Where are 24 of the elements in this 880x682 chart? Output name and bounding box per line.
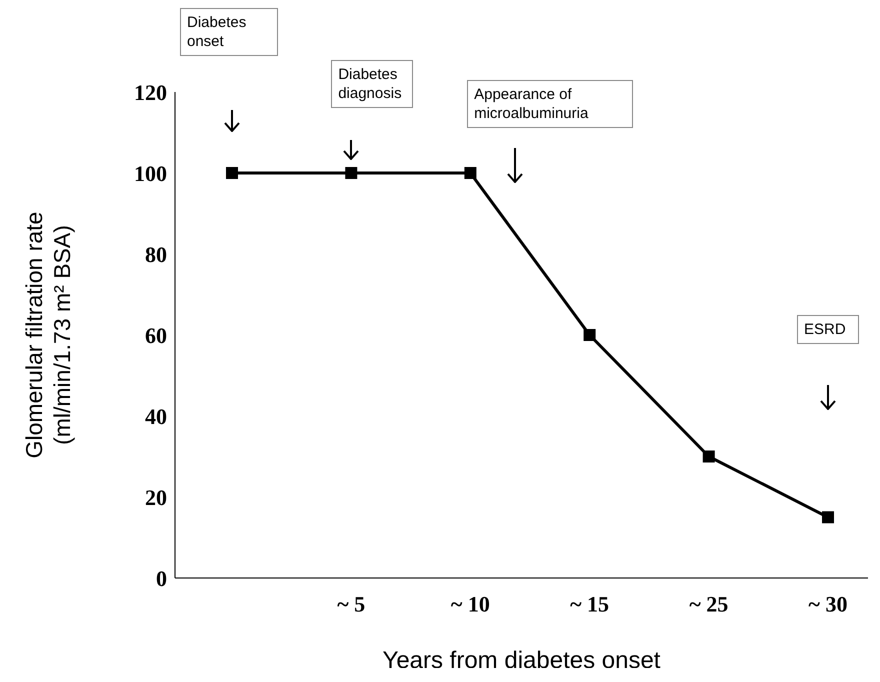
y-tick-label: 100 — [134, 160, 167, 186]
point — [226, 167, 238, 179]
x-tick-label: ~ 15 — [570, 592, 610, 617]
point — [702, 450, 715, 462]
point — [464, 167, 476, 179]
x-tick-label: ~ 5 — [337, 592, 366, 617]
annotation: ESRD — [797, 315, 859, 344]
annotation: Diabetes diagnosis — [331, 60, 414, 108]
text: Diabetes onset — [180, 8, 278, 56]
x-tick-label: ~ 25 — [689, 592, 728, 617]
y-axis-title: Glomerular filtration rate (ml/min/1.73 m² BSA) — [20, 210, 76, 460]
y-tick-label: 80 — [145, 242, 167, 267]
x-axis-title: Years from diabetes onset — [382, 647, 661, 674]
point — [584, 329, 596, 341]
point — [822, 511, 834, 524]
y-tick-label: 120 — [134, 80, 167, 105]
x-tick-label: ~ 10 — [450, 592, 490, 617]
y-tick-label: 0 — [156, 566, 167, 591]
point — [345, 167, 358, 179]
annotation: Appearance of microalbuminuria — [467, 80, 634, 128]
y-tick-label: 40 — [145, 404, 167, 429]
y-tick-label: 20 — [145, 484, 167, 510]
y-tick-label: 60 — [145, 322, 167, 348]
x-tick-label: ~ 30 — [808, 592, 848, 617]
